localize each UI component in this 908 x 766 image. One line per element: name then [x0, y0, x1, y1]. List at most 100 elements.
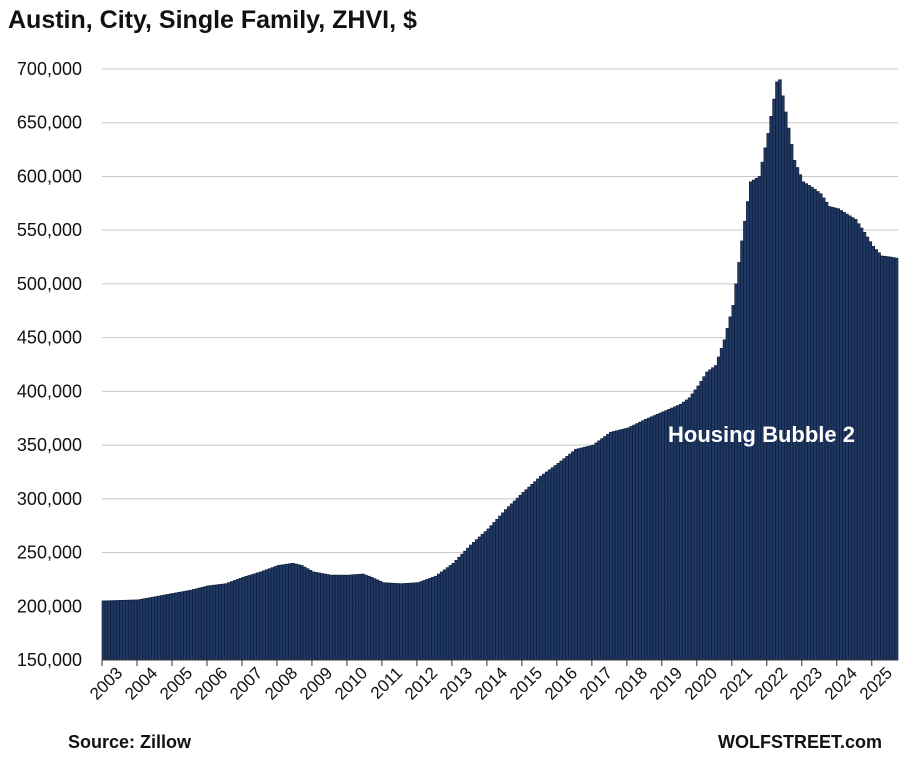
annotation-housing-bubble-2: Housing Bubble 2: [668, 422, 855, 447]
bar: [326, 574, 330, 661]
bar: [162, 594, 167, 661]
bar: [748, 181, 753, 661]
bar: [282, 564, 286, 661]
bar: [340, 574, 345, 661]
bar: [419, 581, 424, 661]
bar: [288, 563, 292, 661]
y-tick-label: 500,000: [17, 274, 82, 294]
bar: [130, 599, 135, 661]
bar: [705, 371, 709, 661]
bar: [384, 582, 389, 661]
bar: [740, 240, 744, 661]
x-axis: 2003200420052006200720082009201020112012…: [86, 659, 898, 704]
bar: [291, 562, 295, 661]
bar: [798, 174, 803, 661]
bar: [716, 356, 721, 661]
bar: [285, 563, 289, 661]
bar: [769, 115, 773, 661]
bar: [617, 429, 622, 661]
bar: [346, 574, 351, 661]
bar: [165, 594, 170, 661]
bar: [714, 365, 718, 661]
bar: [547, 469, 552, 661]
bar: [235, 579, 240, 661]
bar: [722, 339, 727, 661]
bar: [603, 436, 607, 661]
bar: [512, 500, 517, 661]
bar: [241, 576, 246, 661]
bar: [635, 423, 639, 661]
bar: [125, 599, 129, 661]
x-tick-label: 2013: [436, 663, 476, 703]
bar: [404, 583, 409, 661]
x-tick-label: 2014: [471, 663, 511, 703]
bar: [279, 564, 284, 661]
bar: [644, 419, 648, 661]
bar: [751, 179, 756, 661]
bar: [766, 133, 771, 661]
bar: [623, 428, 628, 661]
bar: [559, 460, 563, 661]
bar: [189, 589, 193, 661]
bar: [110, 600, 114, 661]
bar: [136, 599, 141, 661]
bar: [725, 328, 730, 661]
bar: [390, 582, 394, 661]
x-tick-label: 2020: [681, 663, 721, 703]
bar: [772, 98, 776, 661]
bar: [434, 575, 438, 661]
bar: [702, 376, 706, 661]
x-tick-label: 2017: [576, 663, 616, 703]
bar: [227, 582, 231, 661]
bar: [466, 547, 470, 661]
bar: [148, 597, 152, 661]
bar: [737, 262, 741, 661]
y-tick-label: 200,000: [17, 596, 82, 616]
bar: [116, 600, 120, 661]
bar: [506, 506, 511, 661]
bar: [192, 589, 196, 661]
bar: [253, 573, 257, 661]
bar: [501, 512, 505, 661]
bar: [160, 595, 164, 661]
bar: [504, 509, 508, 661]
bar: [664, 410, 668, 661]
x-tick-label: 2004: [121, 663, 161, 703]
bar: [711, 367, 715, 661]
bar: [270, 567, 275, 661]
bar: [367, 575, 371, 661]
bar: [107, 600, 112, 661]
bar: [594, 442, 598, 661]
bar: [451, 562, 456, 661]
bar: [329, 574, 333, 661]
x-tick-label: 2012: [401, 663, 441, 703]
bar: [297, 564, 301, 661]
bar: [891, 257, 896, 661]
bar: [789, 143, 794, 661]
bar: [871, 246, 875, 661]
bar: [127, 599, 132, 661]
bar: [614, 430, 619, 661]
bar: [585, 446, 590, 661]
bar: [119, 600, 123, 661]
bar: [407, 582, 412, 661]
bar: [760, 161, 765, 661]
bar: [655, 413, 660, 661]
bar: [775, 81, 779, 661]
bar: [469, 544, 473, 661]
x-tick-label: 2010: [331, 663, 371, 703]
bar: [649, 416, 654, 661]
x-tick-label: 2022: [751, 663, 791, 703]
x-tick-label: 2016: [541, 663, 581, 703]
bar: [302, 566, 307, 661]
bar: [139, 598, 144, 661]
bar: [349, 574, 354, 661]
bar: [568, 453, 572, 661]
bar: [783, 111, 788, 661]
bar: [238, 578, 243, 661]
bar: [177, 592, 182, 661]
bar: [308, 569, 313, 661]
y-tick-label: 350,000: [17, 435, 82, 455]
bar: [232, 580, 237, 661]
bar: [544, 471, 549, 661]
